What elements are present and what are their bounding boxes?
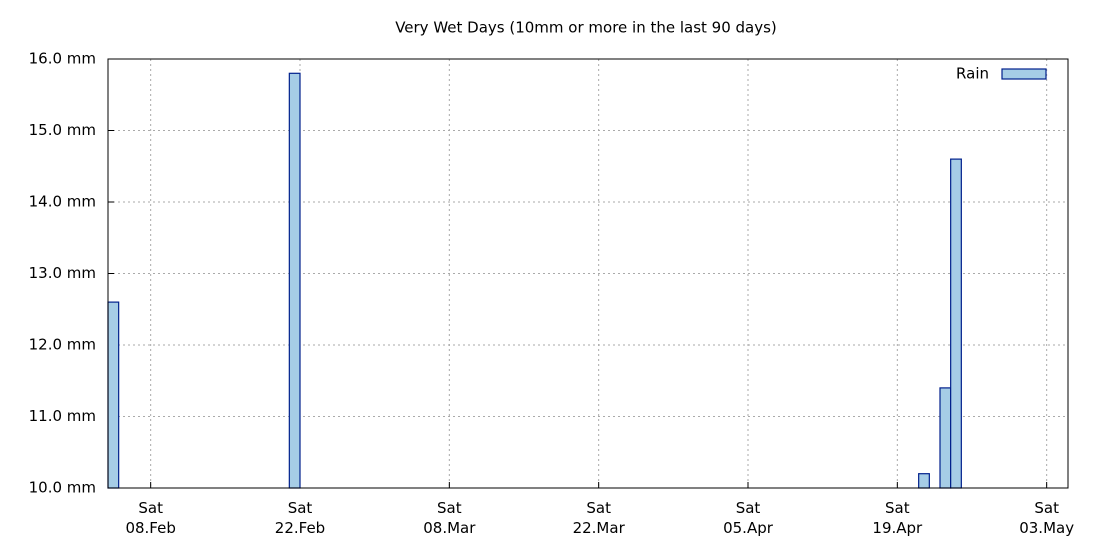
x-tick-label: Sat 05.Apr (723, 499, 774, 537)
bar (918, 473, 930, 489)
y-tick-label: 16.0 mm (29, 50, 96, 68)
legend-label: Rain (956, 65, 989, 83)
y-tick-label: 15.0 mm (29, 121, 96, 139)
x-tick-label: Sat 22.Mar (573, 499, 626, 537)
bar (288, 72, 301, 489)
legend-swatch (1001, 68, 1047, 80)
y-tick-label: 12.0 mm (29, 336, 96, 354)
bar (939, 387, 952, 489)
x-tick-label: Sat 08.Mar (423, 499, 476, 537)
plot-frame (107, 58, 1069, 489)
y-tick-label: 13.0 mm (29, 264, 96, 282)
x-tick-label: Sat 08.Feb (125, 499, 175, 537)
y-tick-label: 14.0 mm (29, 193, 96, 211)
x-tick-label: Sat 19.Apr (872, 499, 923, 537)
y-tick-label: 10.0 mm (29, 479, 96, 497)
x-tick-label: Sat 22.Feb (275, 499, 325, 537)
bar (950, 158, 962, 489)
bar (107, 301, 120, 489)
x-tick-label: Sat 03.May (1019, 499, 1074, 537)
y-tick-label: 11.0 mm (29, 407, 96, 425)
chart-title: Very Wet Days (10mm or more in the last … (395, 19, 777, 37)
